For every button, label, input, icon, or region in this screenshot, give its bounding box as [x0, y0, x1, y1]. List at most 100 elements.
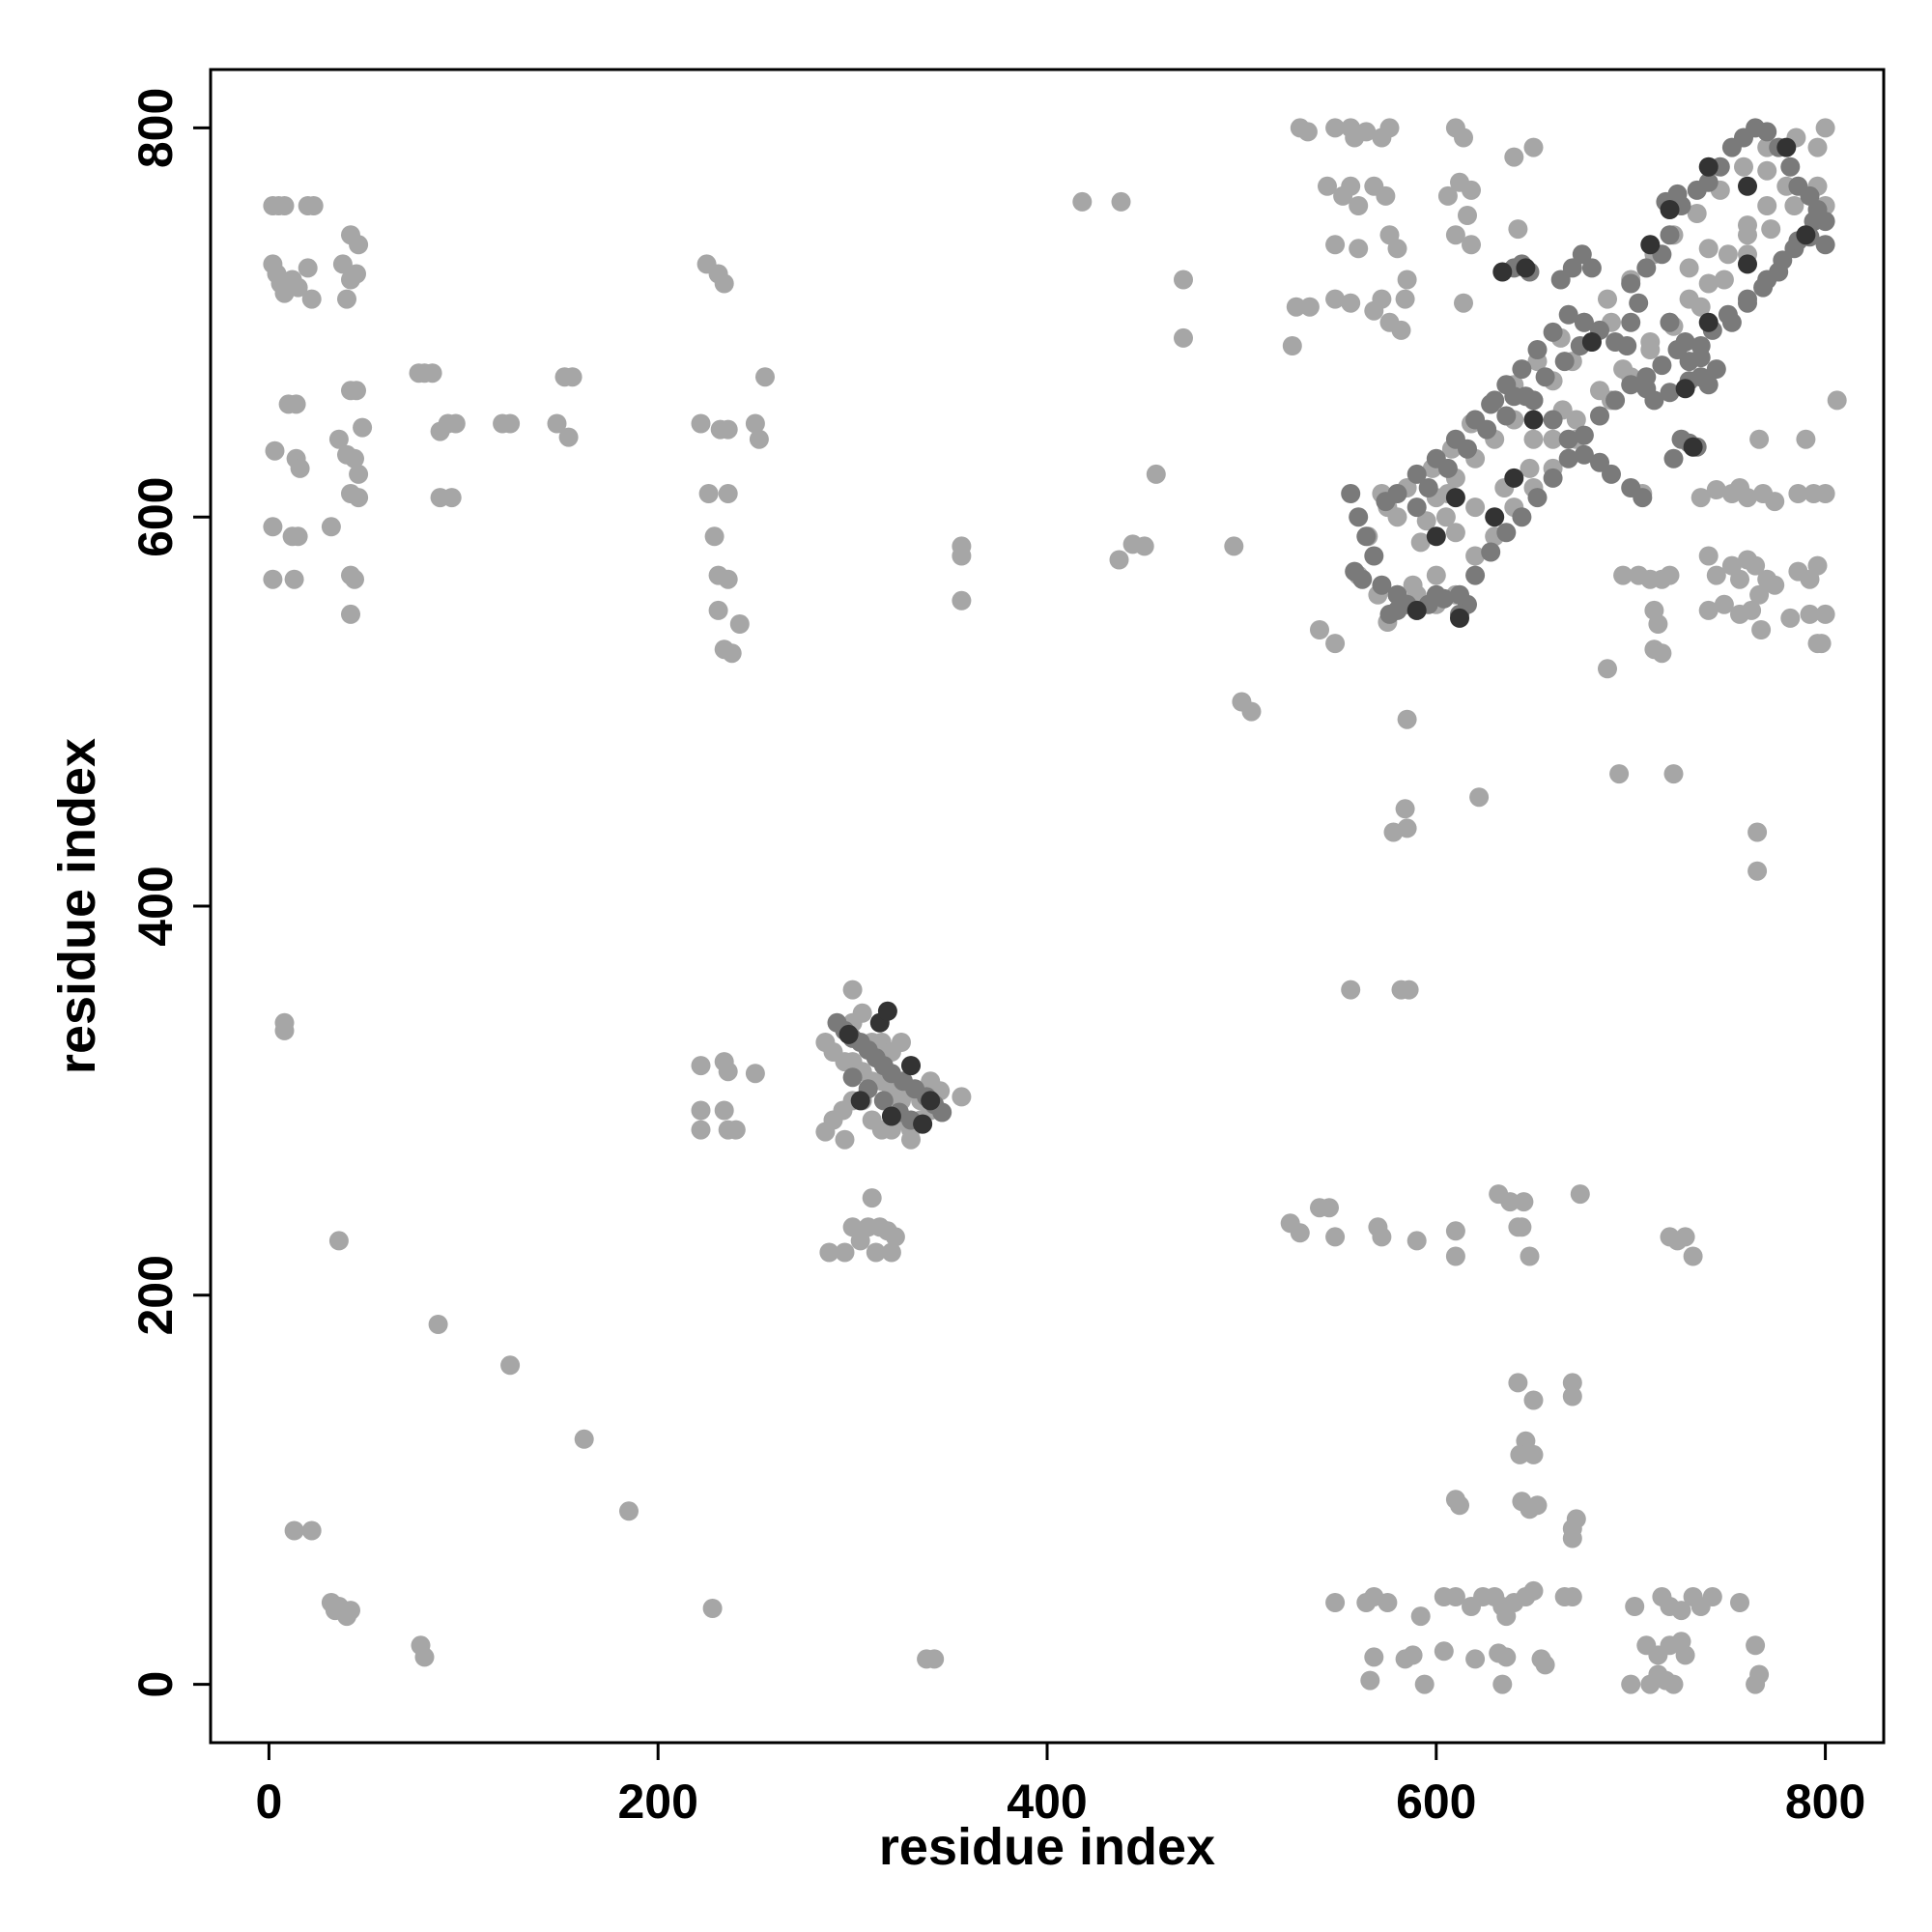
data-point — [1286, 297, 1306, 317]
data-point — [1636, 258, 1657, 278]
data-point — [1458, 206, 1477, 225]
data-point — [881, 1242, 901, 1263]
data-point — [1397, 709, 1417, 729]
data-point — [328, 429, 349, 449]
data-point — [1621, 375, 1641, 395]
data-point — [1437, 458, 1458, 478]
data-point — [1477, 419, 1497, 440]
data-point — [1496, 406, 1517, 426]
data-point — [885, 1227, 905, 1247]
x-tick-label: 800 — [1785, 1775, 1865, 1829]
data-point — [1648, 614, 1668, 634]
data-point — [1636, 379, 1657, 399]
data-point — [1523, 137, 1544, 157]
data-point — [901, 1056, 921, 1076]
data-point — [1462, 235, 1481, 255]
data-point — [1535, 1655, 1555, 1675]
data-point — [1543, 468, 1563, 488]
data-point — [1325, 1227, 1346, 1247]
data-point — [1690, 297, 1711, 317]
points-layer — [263, 118, 1847, 1694]
data-point — [755, 367, 775, 387]
data-point — [1379, 604, 1400, 624]
data-point — [952, 590, 972, 611]
data-point — [558, 427, 579, 447]
data-point — [1465, 1649, 1486, 1669]
data-point — [1765, 575, 1785, 595]
data-point — [353, 417, 373, 438]
data-point — [1481, 542, 1501, 562]
data-point — [1416, 511, 1436, 531]
data-point — [1445, 225, 1465, 245]
data-point — [1683, 437, 1703, 457]
data-point — [1450, 608, 1469, 628]
data-point — [1520, 458, 1540, 478]
data-point — [341, 1601, 360, 1621]
data-point — [274, 1020, 295, 1040]
data-point — [290, 458, 310, 478]
data-point — [1391, 320, 1411, 340]
data-point — [1698, 312, 1719, 332]
data-point — [274, 196, 295, 215]
data-point — [1318, 176, 1337, 196]
data-point — [722, 643, 742, 664]
data-point — [1574, 312, 1594, 332]
x-axis: 0 200 400 600 800 — [256, 1743, 1865, 1829]
data-point — [873, 1091, 894, 1111]
data-point — [1399, 980, 1419, 1000]
data-point — [1445, 1246, 1465, 1266]
data-point — [921, 1091, 941, 1111]
data-point — [901, 1129, 921, 1150]
data-point — [1621, 312, 1641, 332]
y-tick-label: 200 — [128, 1255, 183, 1335]
y-axis: 0 200 400 600 800 — [128, 88, 211, 1697]
data-point — [1663, 448, 1684, 469]
data-point — [1613, 359, 1634, 380]
data-point — [1297, 122, 1318, 142]
data-point — [1469, 787, 1490, 808]
data-point — [1523, 429, 1544, 449]
data-point — [1807, 555, 1828, 576]
data-point — [1410, 532, 1431, 553]
data-point — [1757, 122, 1777, 142]
data-point — [1406, 464, 1427, 484]
data-point — [1418, 478, 1438, 497]
data-point — [1698, 156, 1719, 177]
data-point — [1706, 359, 1726, 380]
data-point — [1598, 289, 1617, 309]
data-point — [1372, 575, 1392, 595]
data-point — [718, 569, 738, 589]
data-point — [1325, 1593, 1346, 1612]
data-point — [1465, 565, 1486, 585]
data-point — [1629, 293, 1649, 313]
data-point — [1558, 429, 1578, 449]
data-point — [1523, 1580, 1544, 1601]
data-point — [1378, 1593, 1398, 1612]
data-point — [691, 413, 711, 434]
data-point — [842, 980, 863, 1000]
data-point — [815, 1122, 836, 1142]
data-point — [1640, 235, 1661, 255]
data-point — [718, 419, 738, 440]
data-point — [1387, 239, 1407, 259]
data-point — [1796, 429, 1816, 449]
data-point — [1485, 390, 1505, 411]
data-point — [1562, 258, 1582, 278]
data-point — [1174, 270, 1193, 290]
data-point — [1341, 176, 1361, 196]
data-point — [341, 381, 360, 401]
data-point — [284, 569, 304, 589]
data-point — [1504, 147, 1524, 167]
data-point — [1508, 219, 1528, 240]
data-point — [1738, 176, 1757, 196]
data-point — [1730, 569, 1749, 589]
data-point — [1784, 196, 1804, 215]
data-point — [1508, 1373, 1528, 1393]
data-point — [1581, 332, 1602, 352]
data-point — [1512, 359, 1532, 380]
data-point — [1445, 1587, 1465, 1606]
data-point — [1387, 484, 1407, 503]
data-point — [1574, 425, 1594, 445]
data-point — [1652, 355, 1672, 376]
data-point — [341, 604, 360, 624]
